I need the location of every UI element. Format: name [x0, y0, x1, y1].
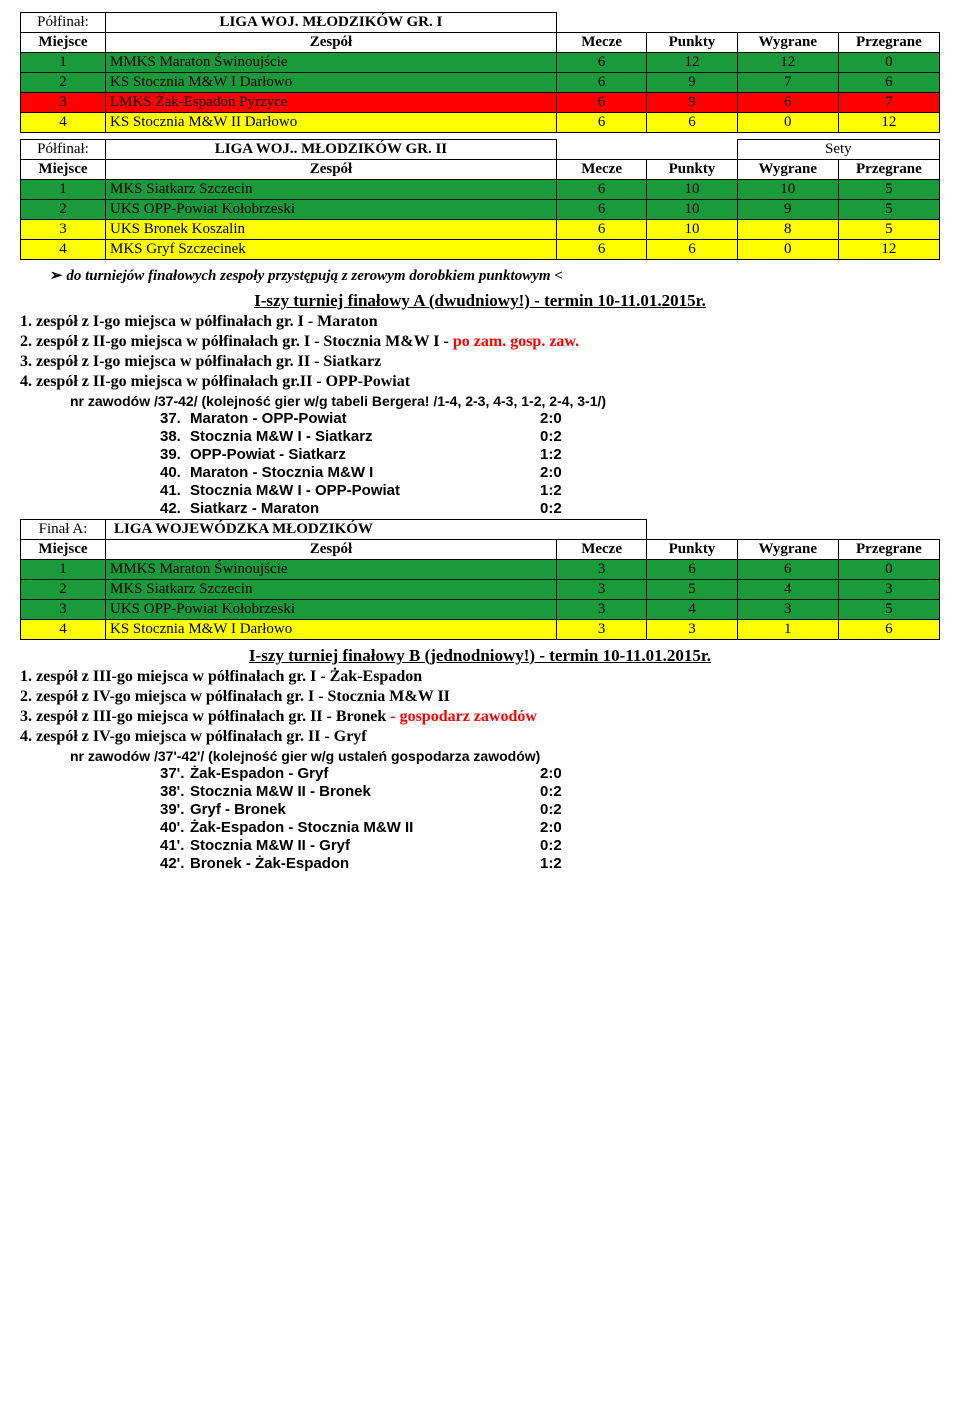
text-line: 1. zespół z III-go miejsca w półfinałach…	[20, 668, 940, 686]
table-row: 3LMKS Żak-Espadon Pyrzyce6967	[21, 93, 940, 113]
table-row: 2KS Stocznia M&W I Darłowo6976	[21, 73, 940, 93]
match-line: 42'.Bronek - Żak-Espadon1:2	[160, 855, 940, 872]
pf1-label: Półfinał:	[21, 13, 106, 33]
table-row: 4KS Stocznia M&W II Darłowo66012	[21, 113, 940, 133]
secB-title: I-szy turniej finałowy B (jednodniowy!) …	[20, 646, 940, 666]
finalA-title: LIGA WOJEWÓDZKA MŁODZIKÓW	[106, 520, 647, 540]
table-row: 1MKS Siatkarz Szczecin610105	[21, 180, 940, 200]
pf2-title: LIGA WOJ.. MŁODZIKÓW GR. II	[106, 140, 557, 160]
pf2-label: Półfinał:	[21, 140, 106, 160]
secA-nr: nr zawodów /37-42/ (kolejność gier w/g t…	[70, 393, 940, 409]
pf2-table: Półfinał: LIGA WOJ.. MŁODZIKÓW GR. II Se…	[20, 139, 940, 260]
secB-nr: nr zawodów /37'-42'/ (kolejność gier w/g…	[70, 748, 940, 764]
table-row: 4KS Stocznia M&W I Darłowo3316	[21, 620, 940, 640]
pf2-sety: Sety	[737, 140, 939, 160]
table-row: 1MMKS Maraton Świnoujście612120	[21, 53, 940, 73]
finalA-header: Miejsce Zespół Mecze Punkty Wygrane Prze…	[21, 540, 940, 560]
table-row: 4MKS Gryf Szczecinek66012	[21, 240, 940, 260]
pf1-table: Półfinał: LIGA WOJ. MŁODZIKÓW GR. I Miej…	[20, 12, 940, 133]
text-line: 3. zespół z III-go miejsca w półfinałach…	[20, 708, 940, 726]
text-line: 3. zespół z I-go miejsca w półfinałach g…	[20, 353, 940, 371]
pf1-title: LIGA WOJ. MŁODZIKÓW GR. I	[106, 13, 557, 33]
table-row: 2UKS OPP-Powiat Kołobrzeski61095	[21, 200, 940, 220]
text-line: 2. zespół z II-go miejsca w półfinałach …	[20, 333, 940, 351]
secA-title: I-szy turniej finałowy A (dwudniowy!) - …	[20, 291, 940, 311]
text-line: 4. zespół z II-go miejsca w półfinałach …	[20, 373, 940, 391]
pf2-header: Miejsce Zespół Mecze Punkty Wygrane Prze…	[21, 160, 940, 180]
match-line: 40.Maraton - Stocznia M&W I2:0	[160, 464, 940, 481]
text-line: 2. zespół z IV-go miejsca w półfinałach …	[20, 688, 940, 706]
match-line: 38.Stocznia M&W I - Siatkarz0:2	[160, 428, 940, 445]
table-row: 2MKS Siatkarz Szczecin3543	[21, 580, 940, 600]
match-line: 41'.Stocznia M&W II - Gryf0:2	[160, 837, 940, 854]
match-line: 38'.Stocznia M&W II - Bronek0:2	[160, 783, 940, 800]
match-line: 39.OPP-Powiat - Siatkarz1:2	[160, 446, 940, 463]
table-row: 3UKS Bronek Koszalin61085	[21, 220, 940, 240]
match-line: 40'.Żak-Espadon - Stocznia M&W II2:0	[160, 819, 940, 836]
match-line: 39'.Gryf - Bronek0:2	[160, 801, 940, 818]
match-line: 37'.Żak-Espadon - Gryf2:0	[160, 765, 940, 782]
text-line: 4. zespół z IV-go miejsca w półfinałach …	[20, 728, 940, 746]
table-row: 1MMKS Maraton Świnoujście3660	[21, 560, 940, 580]
pf1-header: Miejsce Zespół Mecze Punkty Wygrane Prze…	[21, 33, 940, 53]
match-line: 37.Maraton - OPP-Powiat2:0	[160, 410, 940, 427]
finalA-label: Finał A:	[21, 520, 106, 540]
note-line: ➢ do turniejów finałowych zespoły przyst…	[50, 266, 940, 285]
finalA-table: Finał A: LIGA WOJEWÓDZKA MŁODZIKÓW Miejs…	[20, 519, 940, 640]
match-line: 42.Siatkarz - Maraton0:2	[160, 500, 940, 517]
text-line: 1. zespół z I-go miejsca w półfinałach g…	[20, 313, 940, 331]
table-row: 3UKS OPP-Powiat Kołobrzeski3435	[21, 600, 940, 620]
match-line: 41.Stocznia M&W I - OPP-Powiat1:2	[160, 482, 940, 499]
